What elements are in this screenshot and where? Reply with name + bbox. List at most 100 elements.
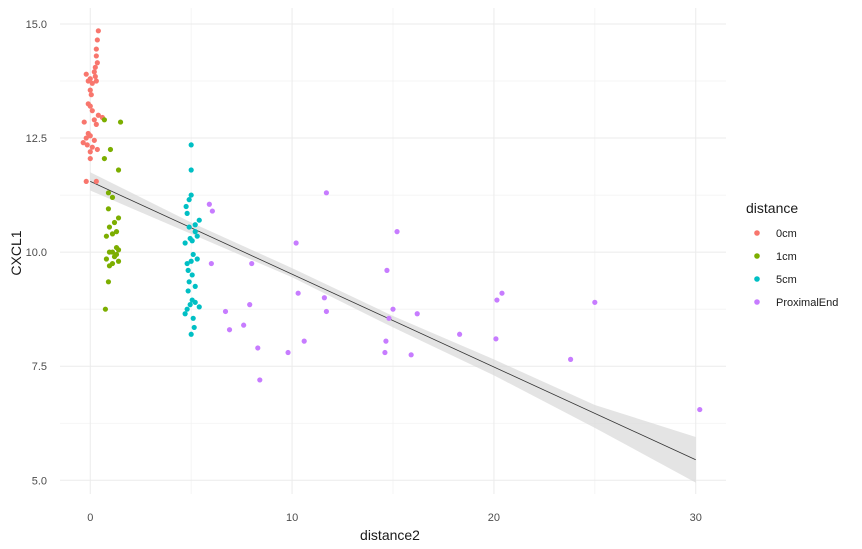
point-1cm bbox=[105, 279, 112, 285]
point-5cm bbox=[188, 167, 194, 173]
point-5cm bbox=[190, 251, 196, 258]
point-0cm bbox=[83, 135, 89, 141]
point-proximalend bbox=[241, 322, 247, 328]
point-5cm bbox=[190, 315, 196, 321]
point-5cm bbox=[192, 229, 198, 235]
legend-key bbox=[754, 230, 760, 236]
point-5cm bbox=[183, 203, 189, 210]
point-proximalend bbox=[226, 327, 233, 333]
point-0cm bbox=[92, 73, 98, 80]
point-proximalend bbox=[295, 290, 301, 296]
point-1cm bbox=[111, 219, 118, 226]
x-axis-title: distance2 bbox=[360, 527, 420, 543]
point-5cm bbox=[188, 331, 194, 337]
y-tick-labels: 5.0 7.5 10.0 12.5 15.0 bbox=[26, 19, 47, 487]
point-1cm bbox=[103, 256, 110, 262]
point-0cm bbox=[89, 144, 95, 150]
point-0cm bbox=[91, 117, 97, 123]
point-5cm bbox=[187, 302, 193, 308]
point-5cm bbox=[194, 233, 200, 239]
point-5cm bbox=[191, 324, 197, 331]
point-proximalend bbox=[386, 315, 392, 321]
point-1cm bbox=[113, 229, 120, 235]
point-proximalend bbox=[301, 338, 307, 344]
point-proximalend bbox=[255, 345, 261, 351]
x-tick-label: 10 bbox=[286, 512, 298, 524]
point-proximalend bbox=[257, 377, 263, 383]
point-1cm bbox=[101, 155, 107, 162]
point-5cm bbox=[196, 217, 202, 223]
point-1cm bbox=[117, 119, 124, 125]
point-0cm bbox=[94, 60, 100, 66]
y-axis-title: CXCL1 bbox=[8, 230, 24, 275]
point-proximalend bbox=[493, 336, 499, 342]
point-0cm bbox=[88, 92, 94, 98]
point-5cm bbox=[184, 260, 190, 267]
point-5cm bbox=[186, 197, 192, 203]
point-1cm bbox=[115, 247, 122, 253]
points-layer bbox=[80, 28, 703, 413]
point-0cm bbox=[83, 178, 89, 185]
x-tick-label: 30 bbox=[690, 512, 702, 524]
point-1cm bbox=[115, 167, 122, 173]
point-0cm bbox=[93, 178, 99, 185]
point-5cm bbox=[188, 192, 194, 198]
point-proximalend bbox=[697, 406, 703, 413]
point-5cm bbox=[194, 256, 200, 262]
point-0cm bbox=[92, 64, 98, 70]
point-0cm bbox=[93, 46, 99, 52]
point-0cm bbox=[91, 69, 97, 75]
point-proximalend bbox=[209, 208, 215, 214]
point-0cm bbox=[91, 137, 97, 143]
point-proximalend bbox=[382, 349, 388, 356]
legend-key bbox=[754, 276, 760, 282]
point-0cm bbox=[93, 53, 99, 59]
legend: distance 0cm 1cm 5cm ProximalEnd bbox=[746, 200, 838, 309]
confidence-band bbox=[90, 172, 696, 483]
point-proximalend bbox=[249, 260, 255, 267]
point-proximalend bbox=[222, 308, 229, 315]
point-0cm bbox=[87, 103, 93, 109]
point-proximalend bbox=[408, 352, 414, 358]
point-proximalend bbox=[285, 349, 291, 356]
point-0cm bbox=[87, 155, 93, 162]
point-proximalend bbox=[323, 190, 329, 196]
legend-label: 0cm bbox=[776, 228, 797, 240]
point-0cm bbox=[89, 80, 95, 86]
point-0cm bbox=[80, 140, 86, 146]
point-5cm bbox=[192, 222, 198, 228]
point-1cm bbox=[109, 249, 116, 255]
y-tick-label: 7.5 bbox=[32, 361, 47, 373]
point-proximalend bbox=[323, 308, 329, 315]
point-1cm bbox=[106, 224, 113, 230]
point-proximalend bbox=[321, 295, 327, 301]
point-5cm bbox=[188, 142, 194, 148]
point-5cm bbox=[184, 306, 190, 312]
legend-label: 5cm bbox=[776, 274, 797, 286]
legend-items: 0cm 1cm 5cm ProximalEnd bbox=[754, 228, 838, 309]
point-0cm bbox=[93, 121, 99, 127]
point-0cm bbox=[83, 71, 89, 77]
point-5cm bbox=[184, 210, 190, 216]
x-tick-labels: 0 10 20 30 bbox=[87, 512, 702, 524]
point-5cm bbox=[192, 299, 198, 305]
point-5cm bbox=[182, 311, 188, 317]
point-proximalend bbox=[414, 311, 420, 317]
point-5cm bbox=[185, 288, 191, 294]
legend-key bbox=[754, 253, 760, 259]
point-0cm bbox=[89, 108, 95, 114]
point-proximalend bbox=[384, 267, 390, 273]
point-proximalend bbox=[247, 302, 253, 308]
point-5cm bbox=[196, 304, 202, 310]
confidence-band-layer bbox=[90, 172, 696, 483]
point-0cm bbox=[87, 149, 93, 155]
point-proximalend bbox=[293, 240, 299, 246]
point-proximalend bbox=[568, 356, 574, 362]
y-tick-label: 12.5 bbox=[26, 133, 47, 145]
x-tick-label: 20 bbox=[488, 512, 500, 524]
point-1cm bbox=[105, 206, 112, 212]
point-1cm bbox=[103, 233, 110, 239]
point-0cm bbox=[94, 146, 100, 153]
point-0cm bbox=[84, 142, 90, 148]
